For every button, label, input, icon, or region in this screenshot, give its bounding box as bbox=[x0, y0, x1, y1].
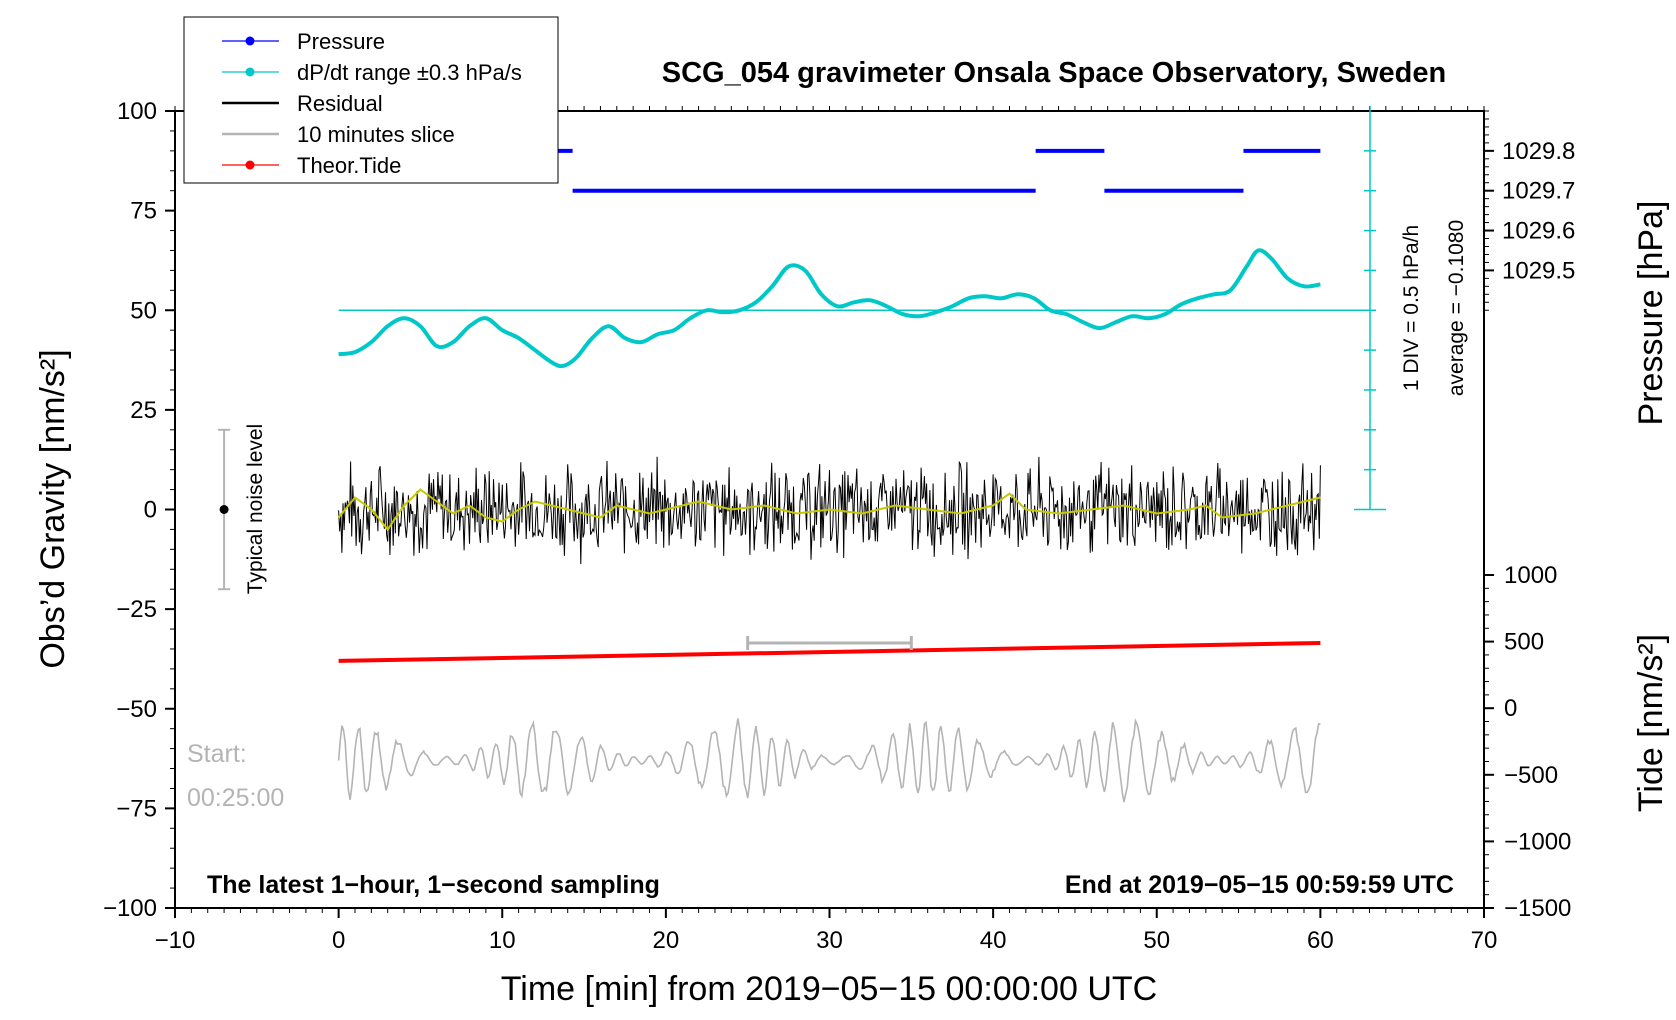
x-tick-label: 10 bbox=[489, 927, 516, 954]
legend-label: 10 minutes slice bbox=[297, 122, 455, 147]
x-tick-label: 60 bbox=[1307, 927, 1334, 954]
chart-marks bbox=[218, 106, 1386, 803]
noise-bar-dot bbox=[219, 505, 229, 514]
y-tick-label: −100 bbox=[103, 895, 157, 922]
dpdt-curve bbox=[338, 248, 1321, 369]
axis-ticks bbox=[165, 106, 1494, 918]
residual-trace bbox=[338, 456, 1321, 565]
residual-smooth-trace bbox=[337, 488, 1321, 532]
y-tick-label: 100 bbox=[117, 98, 157, 125]
y-tick-label: 0 bbox=[144, 497, 157, 524]
legend-box bbox=[183, 16, 559, 184]
tide-tick-label: 500 bbox=[1504, 629, 1544, 656]
legend-label: Pressure bbox=[297, 29, 385, 54]
x-tick-label: 40 bbox=[980, 927, 1007, 954]
legend-marker bbox=[245, 160, 255, 170]
y-tick-label: 50 bbox=[130, 297, 157, 324]
tide-tick-label: −500 bbox=[1504, 762, 1558, 789]
y-tick-label: −25 bbox=[116, 596, 157, 623]
pressure-tick-label: 1029.5 bbox=[1502, 257, 1575, 284]
dpdt-scale-note: 1 DIV = 0.5 hPa/h bbox=[1400, 225, 1423, 391]
x-tick-label: 30 bbox=[816, 927, 843, 954]
note-left: The latest 1−hour, 1−second sampling bbox=[207, 871, 660, 899]
x-tick-label: 70 bbox=[1471, 927, 1498, 954]
pressure-tick-label: 1029.7 bbox=[1502, 178, 1575, 205]
tide-tick-label: −1000 bbox=[1504, 828, 1571, 855]
x-tick-label: 50 bbox=[1143, 927, 1170, 954]
legend-items: Pressure dP/dt range ±0.3 hPa/s Residual 10… bbox=[222, 29, 522, 178]
y-tick-label: −50 bbox=[116, 696, 157, 723]
start-label: Start: bbox=[187, 740, 247, 768]
start-time: 00:25:00 bbox=[187, 784, 284, 812]
x-tick-label: 20 bbox=[653, 927, 680, 954]
tide-tick-label: 0 bbox=[1504, 695, 1517, 722]
legend-label: Theor.Tide bbox=[297, 153, 401, 178]
x-tick-label: −10 bbox=[155, 927, 196, 954]
y-axis-title-pressure: Pressure [hPa] bbox=[1632, 201, 1670, 426]
y-tick-label: 75 bbox=[130, 198, 157, 225]
x-tick-label: 0 bbox=[332, 927, 345, 954]
tide-tick-label: 1000 bbox=[1504, 562, 1557, 589]
pressure-tick-label: 1029.8 bbox=[1502, 138, 1575, 165]
tide-tick-label: −1500 bbox=[1504, 895, 1571, 922]
legend: Pressure dP/dt range ±0.3 hPa/s Residual 10… bbox=[183, 16, 559, 184]
dpdt-average-note: average = −0.1080 bbox=[1445, 220, 1468, 396]
slice-wave bbox=[337, 718, 1321, 803]
legend-label: dP/dt range ±0.3 hPa/s bbox=[297, 60, 522, 85]
y-tick-label: 25 bbox=[130, 397, 157, 424]
legend-marker bbox=[245, 67, 255, 77]
y-tick-label: −75 bbox=[116, 795, 157, 822]
chart-title: SCG_054 gravimeter Onsala Space Observat… bbox=[662, 57, 1446, 89]
x-axis-title: Time [min] from 2019−05−15 00:00:00 UTC bbox=[501, 970, 1157, 1008]
y-axis-title-tide: Tide [nm/s²] bbox=[1632, 634, 1670, 812]
y-axis-title-gravity: Obs’d Gravity [nm/s²] bbox=[34, 349, 72, 668]
axis-tick-labels: −10 0 10 20 30 40 50 60 701007550250−25−50−75−10… bbox=[103, 98, 1575, 954]
pressure-tick-label: 1029.6 bbox=[1502, 218, 1575, 245]
legend-label: Residual bbox=[297, 91, 383, 116]
note-right: End at 2019−05−15 00:59:59 UTC bbox=[1065, 871, 1454, 899]
noise-bar-label: Typical noise level bbox=[244, 424, 267, 594]
legend-marker bbox=[245, 36, 255, 46]
tide-line bbox=[338, 640, 1321, 663]
